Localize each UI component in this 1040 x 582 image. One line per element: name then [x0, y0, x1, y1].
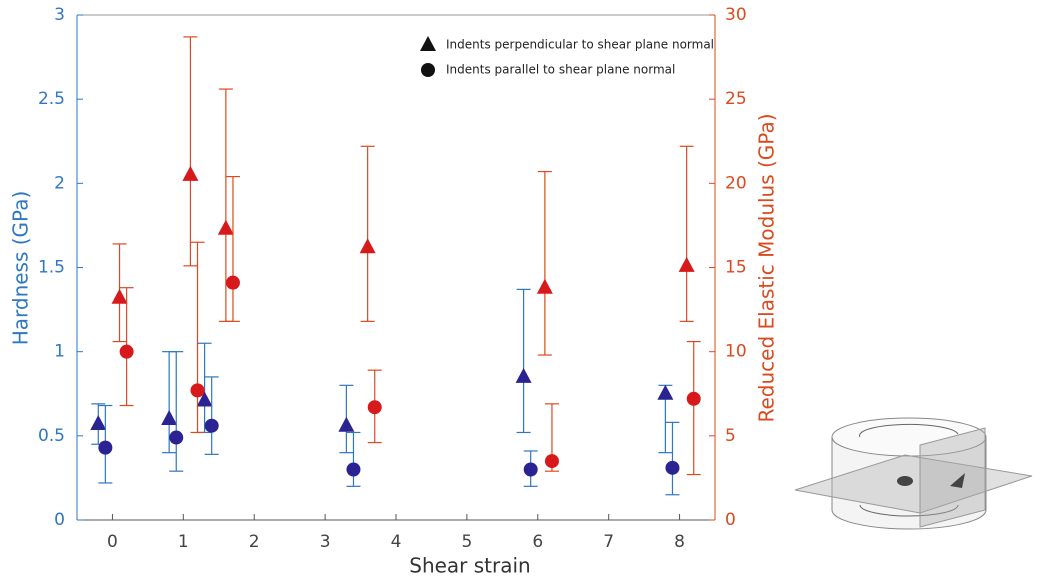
x-axis-label: Shear strain: [409, 554, 530, 578]
x-tick-label: 0: [107, 532, 118, 552]
point: [119, 344, 134, 359]
point: [182, 165, 199, 181]
inset-diagram: [794, 417, 1033, 530]
point: [678, 256, 695, 272]
y2-tick-label: 25: [725, 89, 747, 109]
x-tick-label: 1: [178, 532, 189, 552]
point: [657, 384, 674, 400]
y2-tick-label: 15: [725, 258, 747, 278]
x-tick-label: 4: [391, 532, 402, 552]
y-tick-label: 2.5: [38, 89, 65, 109]
point: [169, 430, 184, 445]
point: [190, 383, 205, 398]
point: [515, 367, 532, 383]
point: [204, 418, 219, 433]
point: [98, 440, 113, 455]
point: [225, 275, 240, 290]
y-tick-label: 2: [54, 173, 65, 193]
y-tick-label: 0: [54, 510, 65, 530]
legend-label: Indents perpendicular to shear plane nor…: [446, 38, 714, 52]
legend-marker: [421, 63, 435, 77]
x-tick-label: 3: [320, 532, 331, 552]
point: [346, 462, 361, 477]
y2-tick-label: 0: [725, 510, 736, 530]
point: [111, 288, 128, 304]
y-tick-label: 0.5: [38, 426, 65, 446]
point: [686, 391, 701, 406]
y-tick-label: 3: [54, 5, 65, 25]
point: [523, 462, 538, 477]
x-tick-label: 7: [603, 532, 614, 552]
y-tick-label: 1: [54, 342, 65, 362]
x-tick-label: 8: [674, 532, 685, 552]
y2-tick-label: 30: [725, 5, 747, 25]
y2-tick-label: 10: [725, 342, 747, 362]
legend-label: Indents parallel to shear plane normal: [446, 63, 675, 77]
point: [359, 238, 376, 254]
x-tick-label: 2: [249, 532, 260, 552]
point: [367, 400, 382, 415]
point: [90, 415, 107, 431]
legend-marker: [420, 36, 436, 51]
y-axis-label: Hardness (GPa): [9, 191, 33, 346]
point: [161, 410, 178, 425]
x-tick-label: 6: [532, 532, 543, 552]
point: [536, 278, 553, 294]
y2-tick-label: 20: [725, 173, 747, 193]
point: [665, 460, 680, 475]
point: [544, 454, 559, 469]
point: [338, 416, 355, 432]
x-tick-label: 5: [461, 532, 472, 552]
y2-tick-label: 5: [725, 426, 736, 446]
y2-axis-label: Reduced Elastic Modulus (GPa): [755, 113, 779, 422]
point: [196, 391, 213, 407]
point: [217, 219, 234, 235]
y-tick-label: 1.5: [38, 258, 65, 278]
